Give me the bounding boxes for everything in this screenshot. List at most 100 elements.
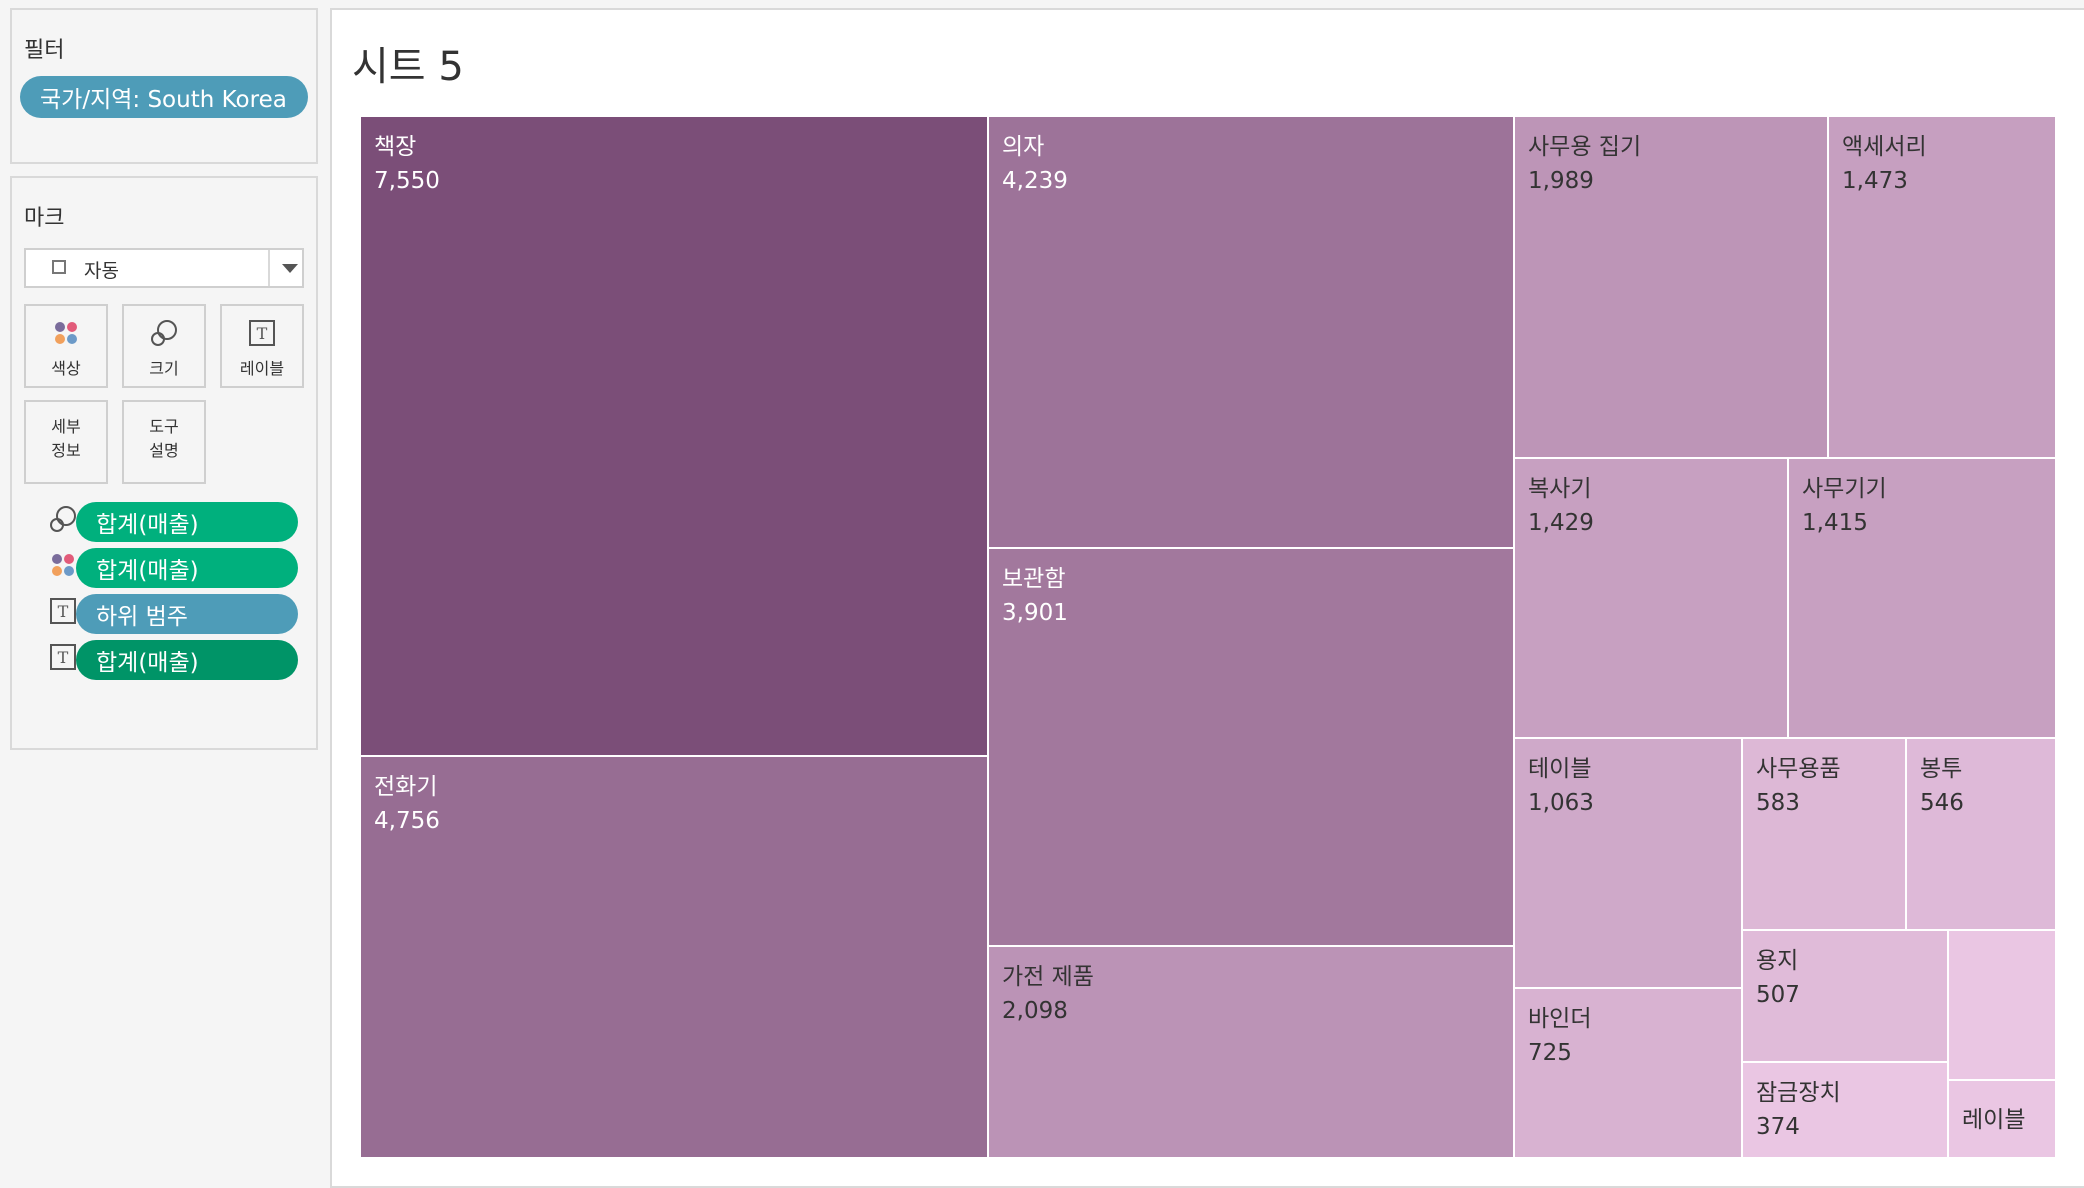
encoding-pill-size[interactable]: 합계(매출) <box>76 502 298 542</box>
detail-button[interactable]: 세부 정보 <box>24 400 108 484</box>
text-icon: T <box>50 644 76 670</box>
size-icon <box>124 318 204 352</box>
treemap-rect[interactable] <box>1827 115 2057 459</box>
detail-button-label-2: 정보 <box>51 441 81 460</box>
label-button[interactable]: T 레이블 <box>220 304 304 388</box>
tooltip-button[interactable]: 도구 설명 <box>122 400 206 484</box>
treemap-category-label: 사무기기 <box>1802 476 1887 502</box>
marks-title: 마크 <box>24 206 65 231</box>
treemap-category-label: 레이블 <box>1962 1107 2025 1133</box>
treemap-value-label: 4,239 <box>1002 168 1068 194</box>
dropdown-separator <box>268 250 270 286</box>
mark-type-dropdown[interactable]: 자동 <box>24 248 304 288</box>
sheet-title: 시트 5 <box>352 44 464 90</box>
treemap-cell[interactable]: 보관함 3,901 <box>987 547 1515 947</box>
treemap-rect[interactable] <box>1513 987 1743 1159</box>
treemap-rect[interactable] <box>1513 737 1743 989</box>
treemap-category-label: 복사기 <box>1528 476 1591 502</box>
treemap-category-label: 전화기 <box>374 774 437 800</box>
text-icon: T <box>50 598 76 624</box>
mark-type-label: 자동 <box>84 260 119 282</box>
treemap-category-label: 잠금장치 <box>1756 1080 1841 1106</box>
treemap-value-label: 2,098 <box>1002 998 1068 1024</box>
treemap-value-label: 1,429 <box>1528 510 1594 536</box>
treemap-cell[interactable]: 복사기 1,429 <box>1513 457 1789 739</box>
treemap-rect[interactable] <box>359 115 989 757</box>
treemap-rect[interactable] <box>987 547 1515 947</box>
treemap-cell[interactable]: 책장 7,550 <box>359 115 989 757</box>
treemap-rect[interactable] <box>1947 1079 2057 1159</box>
tooltip-button-label-2: 설명 <box>149 441 179 460</box>
filters-title: 필터 <box>24 38 65 63</box>
treemap-cell[interactable]: 봉투 546 <box>1905 737 2057 931</box>
treemap-category-label: 의자 <box>1002 134 1044 160</box>
treemap-category-label: 사무용 집기 <box>1528 134 1641 160</box>
treemap-category-label: 사무용품 <box>1756 756 1841 782</box>
color-icon <box>52 554 74 576</box>
treemap-cell[interactable]: 용지 507 <box>1741 929 1949 1063</box>
treemap-value-label: 507 <box>1756 982 1800 1008</box>
treemap-category-label: 봉투 <box>1920 756 1962 782</box>
treemap-value-label: 1,989 <box>1528 168 1594 194</box>
treemap-category-label: 보관함 <box>1002 566 1065 592</box>
label-button-label: 레이블 <box>239 359 285 378</box>
treemap-category-label: 바인더 <box>1528 1006 1591 1032</box>
encoding-pill-label-sales[interactable]: 합계(매출) <box>76 640 298 680</box>
treemap-value-label: 4,756 <box>374 808 440 834</box>
encoding-pill-color[interactable]: 합계(매출) <box>76 548 298 588</box>
treemap-value-label: 1,473 <box>1842 168 1908 194</box>
treemap-category-label: 용지 <box>1756 948 1798 974</box>
treemap-rect[interactable] <box>1787 457 2057 739</box>
size-button[interactable]: 크기 <box>122 304 206 388</box>
treemap-value-label: 7,550 <box>374 168 440 194</box>
treemap-cell[interactable]: 의자 4,239 <box>987 115 1515 549</box>
treemap-cell[interactable]: 사무기기 1,415 <box>1787 457 2057 739</box>
color-icon <box>26 318 106 352</box>
size-button-label: 크기 <box>149 359 179 378</box>
filter-pill-country[interactable]: 국가/지역: South Korea <box>20 76 308 118</box>
treemap-cell[interactable] <box>1947 929 2057 1081</box>
treemap-category-label: 테이블 <box>1528 756 1591 782</box>
treemap-cell[interactable]: 바인더 725 <box>1513 987 1743 1159</box>
treemap-cell[interactable]: 사무용품 583 <box>1741 737 1907 931</box>
treemap-cell[interactable]: 잠금장치 374 <box>1741 1061 1949 1159</box>
svg-text:T: T <box>58 648 69 667</box>
size-icon <box>50 506 76 532</box>
svg-text:T: T <box>257 324 268 343</box>
treemap-value-label: 546 <box>1920 790 1964 816</box>
treemap-cell[interactable]: 레이블 <box>1947 1079 2057 1159</box>
treemap-value-label: 3,901 <box>1002 600 1068 626</box>
treemap-rect[interactable] <box>1741 1061 1949 1159</box>
treemap-value-label: 1,415 <box>1802 510 1868 536</box>
svg-text:T: T <box>58 602 69 621</box>
treemap-cell[interactable]: 가전 제품 2,098 <box>987 945 1515 1159</box>
treemap-value-label: 583 <box>1756 790 1800 816</box>
treemap-rect[interactable] <box>987 115 1515 549</box>
chevron-down-icon[interactable] <box>282 264 298 273</box>
treemap-category-label: 액세서리 <box>1842 134 1927 160</box>
treemap-rect[interactable] <box>1741 737 1907 931</box>
treemap-cell[interactable]: 액세서리 1,473 <box>1827 115 2057 459</box>
color-button[interactable]: 색상 <box>24 304 108 388</box>
encoding-pill-subcategory[interactable]: 하위 범주 <box>76 594 298 634</box>
treemap-cell[interactable]: 전화기 4,756 <box>359 755 989 1159</box>
treemap-rect[interactable] <box>1947 929 2057 1081</box>
color-button-label: 색상 <box>51 359 81 378</box>
marks-panel: 마크 자동 색상 크기 T 레이블 세부 <box>10 176 318 750</box>
treemap-rect[interactable] <box>1513 457 1789 739</box>
treemap-cell[interactable]: 사무용 집기 1,989 <box>1513 115 1829 459</box>
treemap-category-label: 가전 제품 <box>1002 964 1094 990</box>
treemap-value-label: 725 <box>1528 1040 1572 1066</box>
filters-panel: 필터 국가/지역: South Korea <box>10 8 318 164</box>
treemap-cell[interactable]: 테이블 1,063 <box>1513 737 1743 989</box>
treemap-rect[interactable] <box>1513 115 1829 459</box>
treemap-rect[interactable] <box>1905 737 2057 931</box>
treemap-rect[interactable] <box>987 945 1515 1159</box>
square-mark-icon <box>52 260 66 274</box>
treemap-value-label: 1,063 <box>1528 790 1594 816</box>
detail-button-label-1: 세부 <box>51 417 81 436</box>
text-icon: T <box>222 318 302 352</box>
treemap-rect[interactable] <box>359 755 989 1159</box>
treemap-value-label: 374 <box>1756 1114 1800 1140</box>
